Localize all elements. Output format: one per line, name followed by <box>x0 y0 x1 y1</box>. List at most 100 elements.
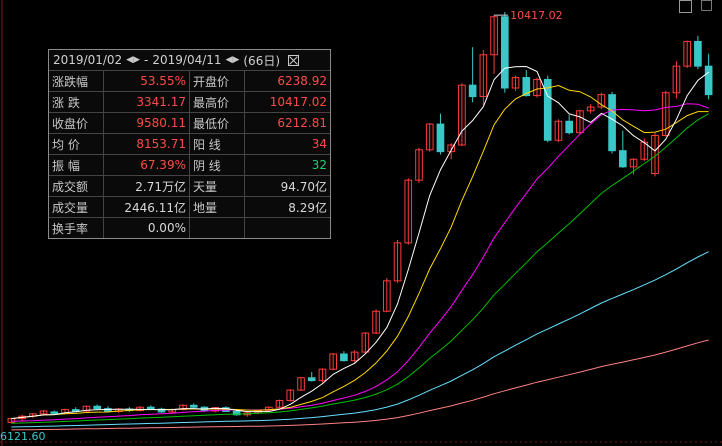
low-price-label: 6121.60 <box>0 430 46 443</box>
stats-row: 成交量 2446.11亿 地量 8.29亿 <box>49 196 330 218</box>
candle-body <box>7 418 16 423</box>
stats-row: 均 价 8153.71 阳 线 34 <box>49 133 330 155</box>
candle-body <box>50 411 59 414</box>
candle-body <box>275 400 284 408</box>
stat-value: 2.71万亿 <box>103 175 190 197</box>
candle-body <box>436 123 445 153</box>
restore-icon[interactable] <box>679 0 692 13</box>
end-date-stepper-icon[interactable]: ◀▶ <box>225 55 240 65</box>
stat-value: 34 <box>244 133 330 155</box>
candle-body <box>232 410 241 416</box>
stat-value: 94.70亿 <box>244 175 330 197</box>
candle-body <box>189 404 198 408</box>
stat-label: 天量 <box>189 175 246 197</box>
stat-value: 3341.17 <box>103 91 190 113</box>
stats-row: 收盘价 9580.11 最低价 6212.81 <box>49 112 330 134</box>
stats-row: 换手率 0.00% <box>49 217 330 239</box>
candle-body <box>468 84 477 98</box>
candle-body <box>683 40 692 67</box>
candle-body <box>661 92 670 136</box>
candle-body <box>447 144 456 153</box>
stat-value: 53.55% <box>103 71 190 92</box>
panel-header: 2019/01/02 ◀▶ - 2019/04/11 ◀▶ (66日) <box>49 50 330 71</box>
ma120-line <box>11 339 709 431</box>
candle-body <box>522 77 531 97</box>
candle-body <box>350 351 359 362</box>
candle-body <box>39 410 48 415</box>
candle-body <box>651 135 659 174</box>
stat-label: 成交量 <box>49 196 105 218</box>
candle-body <box>458 84 466 146</box>
candle-body <box>586 106 595 112</box>
stat-value: 10417.02 <box>244 91 330 113</box>
stat-label: 均 价 <box>49 133 105 155</box>
stat-label: 收盘价 <box>49 112 105 134</box>
start-date: 2019/01/02 <box>53 53 123 67</box>
candle-body <box>307 377 316 382</box>
ma30-line <box>11 113 709 424</box>
stat-value: 6212.81 <box>244 112 330 134</box>
candle-body <box>500 16 509 89</box>
stat-label: 最高价 <box>189 91 246 113</box>
stats-row: 成交额 2.71万亿 天量 94.70亿 <box>49 175 330 197</box>
stat-value: 8.29亿 <box>244 196 330 218</box>
stat-value: 67.39% <box>103 154 190 176</box>
candle-body <box>71 409 80 412</box>
candle-body <box>511 77 520 89</box>
candle-body <box>104 408 112 412</box>
candle-body <box>543 78 552 141</box>
candle-body <box>490 16 498 56</box>
candle-body <box>694 40 702 67</box>
candle-body <box>82 405 91 412</box>
stat-label: 涨跌幅 <box>49 71 105 92</box>
stats-row: 振 幅 67.39% 阴 线 32 <box>49 154 330 176</box>
stat-label: 振 幅 <box>49 154 105 176</box>
stat-value: 32 <box>244 154 330 176</box>
date-separator: - <box>144 53 149 67</box>
candle-body <box>425 123 434 151</box>
candle-body <box>318 368 327 382</box>
stat-label: 涨 跌 <box>49 91 105 113</box>
candle-body <box>672 65 681 94</box>
end-date: 2019/04/11 <box>152 53 222 67</box>
candle-body <box>533 78 541 97</box>
candle-body <box>608 94 616 152</box>
ma60-line <box>11 251 709 428</box>
stat-value <box>245 218 330 239</box>
candle-body <box>597 94 606 108</box>
close-icon[interactable]: □ <box>700 0 714 13</box>
ma10-line <box>11 84 709 420</box>
stat-label: 换手率 <box>49 217 105 238</box>
stat-value: 8153.71 <box>103 133 190 155</box>
stat-label: 地量 <box>189 196 246 218</box>
stats-row: 涨跌幅 53.55% 开盘价 6238.92 <box>49 71 330 92</box>
candle-body <box>372 310 380 334</box>
candle-body <box>576 110 584 134</box>
interval-stats-panel: 2019/01/02 ◀▶ - 2019/04/11 ◀▶ (66日) 涨跌幅 5… <box>48 49 331 239</box>
stat-label: 阴 线 <box>189 154 246 176</box>
stat-value: 2446.11亿 <box>103 196 190 218</box>
stat-label: 阳 线 <box>189 133 246 155</box>
candle-body <box>297 377 305 391</box>
day-count: (66日) <box>243 53 281 68</box>
candle-body <box>329 353 338 370</box>
candle-body <box>704 65 713 96</box>
ma20-line <box>11 103 709 422</box>
ma5-line <box>11 65 709 420</box>
stats-table: 涨跌幅 53.55% 开盘价 6238.92 涨 跌 3341.17 最高价 10417.02… <box>49 71 330 238</box>
candle-body <box>146 406 155 410</box>
stat-label: 成交额 <box>49 175 105 197</box>
candle-body <box>479 54 488 98</box>
candle-body <box>179 404 187 411</box>
candle-body <box>93 405 102 410</box>
stat-value: 0.00% <box>103 217 190 238</box>
candle-body <box>340 353 348 362</box>
panel-close-icon[interactable] <box>288 54 300 66</box>
candle-body <box>382 280 391 312</box>
candle-body <box>361 332 370 353</box>
candle-body <box>629 158 638 168</box>
stat-label: 最低价 <box>189 112 246 134</box>
start-date-stepper-icon[interactable]: ◀▶ <box>126 55 141 65</box>
stat-value: 6238.92 <box>244 71 330 92</box>
candle-body <box>554 120 563 141</box>
